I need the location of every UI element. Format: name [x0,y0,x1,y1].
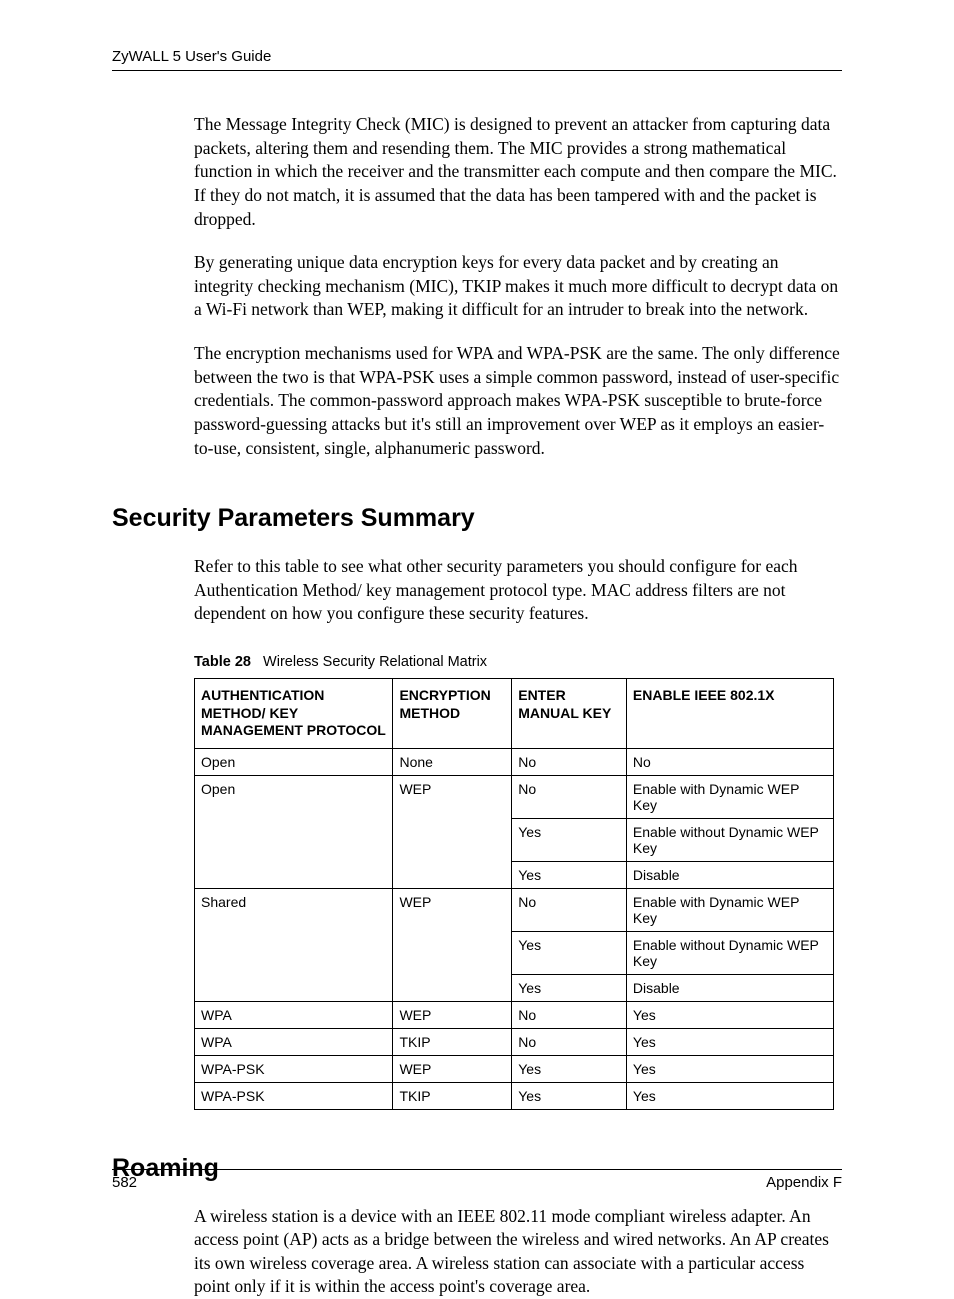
table-row: OpenNoneNoNo [195,748,834,775]
table-header-row: AUTHENTICATION METHOD/ KEY MANAGEMENT PR… [195,679,834,749]
page-header: ZyWALL 5 User's Guide [112,48,842,71]
cell-enc: WEP [393,775,512,888]
page-footer: 582 Appendix F [112,1169,842,1191]
cell-auth: WPA-PSK [195,1055,393,1082]
cell-ieee: No [626,748,833,775]
cell-ieee: Yes [626,1001,833,1028]
paragraph-mic: The Message Integrity Check (MIC) is des… [194,113,842,231]
cell-key: No [512,888,627,931]
cell-enc: TKIP [393,1028,512,1055]
cell-auth: Open [195,748,393,775]
heading-security-parameters: Security Parameters Summary [112,504,842,533]
table-row: WPA-PSKTKIPYesYes [195,1082,834,1109]
cell-ieee: Enable without Dynamic WEP Key [626,931,833,974]
cell-key: No [512,748,627,775]
roaming-intro: A wireless station is a device with an I… [194,1205,842,1299]
table-title: Wireless Security Relational Matrix [263,654,487,670]
cell-key: No [512,1028,627,1055]
intro-paragraphs: The Message Integrity Check (MIC) is des… [194,113,842,460]
cell-key: Yes [512,861,627,888]
table-caption: Table 28 Wireless Security Relational Ma… [194,654,842,670]
paragraph-tkip: By generating unique data encryption key… [194,251,842,322]
cell-ieee: Yes [626,1082,833,1109]
paragraph-wpa-psk: The encryption mechanisms used for WPA a… [194,342,842,460]
page: ZyWALL 5 User's Guide The Message Integr… [0,0,954,1235]
cell-ieee: Enable with Dynamic WEP Key [626,888,833,931]
roaming-intro-block: A wireless station is a device with an I… [194,1205,842,1299]
cell-enc: WEP [393,1001,512,1028]
table-row: WPAWEPNoYes [195,1001,834,1028]
th-enc: ENCRYPTION METHOD [393,679,512,749]
header-title: ZyWALL 5 User's Guide [112,48,271,65]
cell-ieee: Yes [626,1055,833,1082]
security-intro: Refer to this table to see what other se… [194,555,842,626]
cell-key: Yes [512,1055,627,1082]
cell-key: No [512,775,627,818]
cell-enc: WEP [393,888,512,1001]
table-row: OpenWEPNoEnable with Dynamic WEP Key [195,775,834,818]
table-head: AUTHENTICATION METHOD/ KEY MANAGEMENT PR… [195,679,834,749]
cell-ieee: Enable without Dynamic WEP Key [626,818,833,861]
footer-section: Appendix F [766,1174,842,1191]
cell-ieee: Disable [626,861,833,888]
cell-ieee: Yes [626,1028,833,1055]
table-label: Table 28 [194,654,251,670]
table-row: WPATKIPNoYes [195,1028,834,1055]
cell-ieee: Disable [626,974,833,1001]
table-row: SharedWEPNoEnable with Dynamic WEP Key [195,888,834,931]
th-auth: AUTHENTICATION METHOD/ KEY MANAGEMENT PR… [195,679,393,749]
th-key: ENTER MANUAL KEY [512,679,627,749]
cell-key: No [512,1001,627,1028]
cell-auth: WPA [195,1001,393,1028]
cell-auth: Shared [195,888,393,1001]
cell-key: Yes [512,974,627,1001]
cell-enc: WEP [393,1055,512,1082]
cell-auth: WPA-PSK [195,1082,393,1109]
cell-key: Yes [512,1082,627,1109]
cell-auth: Open [195,775,393,888]
cell-enc: TKIP [393,1082,512,1109]
security-matrix-table: AUTHENTICATION METHOD/ KEY MANAGEMENT PR… [194,678,834,1110]
cell-auth: WPA [195,1028,393,1055]
cell-ieee: Enable with Dynamic WEP Key [626,775,833,818]
cell-enc: None [393,748,512,775]
cell-key: Yes [512,931,627,974]
table-body: OpenNoneNoNoOpenWEPNoEnable with Dynamic… [195,748,834,1109]
security-intro-block: Refer to this table to see what other se… [194,555,842,626]
cell-key: Yes [512,818,627,861]
table-row: WPA-PSKWEPYesYes [195,1055,834,1082]
th-ieee: ENABLE IEEE 802.1X [626,679,833,749]
footer-page-number: 582 [112,1174,137,1191]
